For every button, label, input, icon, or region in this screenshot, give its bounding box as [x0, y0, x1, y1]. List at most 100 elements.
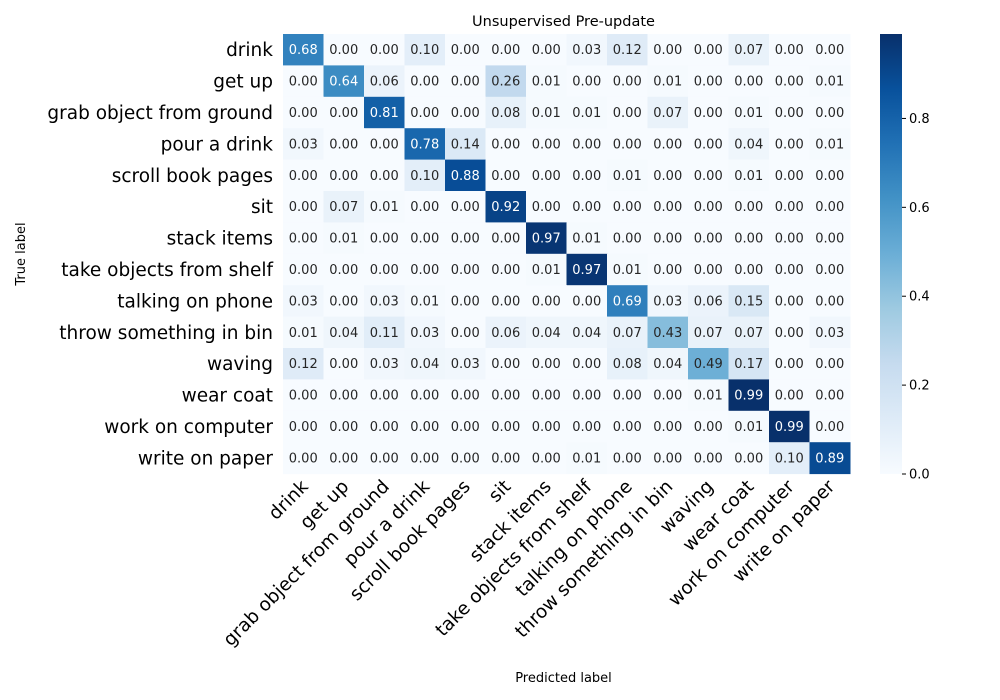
- heatmap-cell: [769, 285, 810, 318]
- cell-value-label: 0.06: [694, 294, 723, 309]
- cell-value-label: 0.00: [370, 232, 399, 247]
- cell-value-label: 0.00: [491, 294, 520, 309]
- cell-value-label: 0.00: [572, 389, 601, 404]
- cell-value-label: 0.00: [815, 169, 844, 184]
- cell-value-label: 0.00: [694, 43, 723, 58]
- cell-value-label: 0.00: [815, 294, 844, 309]
- cell-value-label: 0.00: [410, 263, 439, 278]
- cell-value-label: 0.07: [734, 43, 763, 58]
- heatmap-cell: [769, 34, 810, 66]
- heatmap-cell: [485, 316, 527, 349]
- cell-value-label: 0.01: [572, 451, 601, 466]
- cell-value-label: 0.00: [694, 263, 723, 278]
- heatmap-cell: [728, 34, 770, 66]
- heatmap-cell: [566, 348, 608, 380]
- heatmap-cell: [607, 96, 648, 129]
- heatmap-cell: [809, 285, 851, 318]
- cell-value-label: 0.01: [370, 200, 399, 215]
- heatmap-cell: [809, 253, 851, 286]
- cell-value-label: 0.00: [491, 232, 520, 247]
- cell-value-label: 0.00: [694, 451, 723, 466]
- heatmap-cell: [607, 128, 648, 161]
- cell-value-label: 0.08: [613, 357, 642, 372]
- heatmap-cell: [647, 348, 689, 380]
- heatmap-cell: [283, 65, 324, 98]
- cell-value-label: 0.01: [734, 420, 763, 435]
- cell-value-label: 0.88: [451, 169, 480, 184]
- cell-value-label: 0.00: [775, 137, 804, 152]
- cell-value-label: 0.69: [613, 294, 642, 309]
- cell-value-label: 0.01: [734, 169, 763, 184]
- heatmap-cell: [404, 65, 446, 98]
- cell-value-label: 0.00: [734, 200, 763, 215]
- cell-value-label: 0.00: [451, 294, 480, 309]
- heatmap-cell: [647, 316, 689, 349]
- heatmap-cell: [566, 159, 608, 192]
- cell-value-label: 0.00: [613, 75, 642, 90]
- cell-value-label: 0.00: [329, 169, 358, 184]
- cell-value-label: 0.00: [653, 200, 682, 215]
- heatmap-cell: [485, 348, 527, 380]
- cell-value-label: 0.00: [613, 200, 642, 215]
- row-label: write on paper: [138, 448, 274, 469]
- cell-value-label: 0.04: [532, 326, 561, 341]
- cell-value-label: 0.00: [653, 169, 682, 184]
- heatmap-cell: [323, 348, 365, 380]
- cell-value-label: 0.00: [370, 451, 399, 466]
- cell-value-label: 0.00: [653, 389, 682, 404]
- heatmap-cell: [404, 410, 446, 443]
- cell-value-label: 0.10: [410, 169, 439, 184]
- cell-value-label: 0.01: [694, 389, 723, 404]
- cell-value-label: 0.00: [329, 389, 358, 404]
- heatmap-cell: [647, 159, 689, 192]
- heatmap-cell: [364, 410, 405, 443]
- cell-value-label: 0.00: [410, 389, 439, 404]
- heatmap-cell: [364, 253, 405, 286]
- cell-value-label: 0.00: [653, 263, 682, 278]
- cell-value-label: 0.00: [613, 389, 642, 404]
- heatmap-cell: [566, 253, 608, 286]
- cell-value-label: 0.10: [410, 43, 439, 58]
- cell-value-label: 0.07: [734, 326, 763, 341]
- row-label: sit: [251, 197, 273, 218]
- heatmap-cell: [323, 65, 365, 98]
- cell-value-label: 0.00: [815, 232, 844, 247]
- cell-value-label: 0.00: [329, 106, 358, 121]
- heatmap-cell: [809, 159, 851, 192]
- heatmap-cell: [769, 253, 810, 286]
- cell-value-label: 0.01: [329, 232, 358, 247]
- cell-value-label: 0.00: [694, 232, 723, 247]
- heatmap-cell: [769, 191, 810, 223]
- cell-value-label: 0.89: [815, 451, 844, 466]
- cell-value-label: 0.00: [572, 294, 601, 309]
- cell-value-label: 0.00: [815, 263, 844, 278]
- heatmap-cell: [404, 379, 446, 412]
- cell-value-label: 0.00: [491, 263, 520, 278]
- cell-value-label: 0.00: [451, 75, 480, 90]
- cell-value-label: 0.15: [734, 294, 763, 309]
- cell-value-label: 0.00: [329, 357, 358, 372]
- heatmap-cell: [526, 348, 567, 380]
- cell-value-label: 0.00: [410, 420, 439, 435]
- heatmap-cell: [647, 285, 689, 318]
- cell-value-label: 0.00: [613, 451, 642, 466]
- heatmap-cell: [688, 442, 729, 475]
- cell-value-label: 0.00: [370, 169, 399, 184]
- cell-value-label: 0.01: [613, 169, 642, 184]
- heatmap-cell: [566, 128, 608, 161]
- heatmap-cell: [445, 285, 486, 318]
- heatmap-cell: [728, 191, 770, 223]
- cell-value-label: 0.08: [491, 106, 520, 121]
- cell-value-label: 0.00: [572, 75, 601, 90]
- heatmap-cell: [526, 159, 567, 192]
- cell-value-label: 0.00: [775, 169, 804, 184]
- cell-value-label: 0.00: [451, 263, 480, 278]
- cell-value-label: 0.00: [451, 232, 480, 247]
- cell-value-label: 0.00: [572, 420, 601, 435]
- cell-value-label: 0.00: [532, 389, 561, 404]
- cell-value-label: 0.00: [532, 43, 561, 58]
- cell-value-label: 0.00: [775, 200, 804, 215]
- cell-value-label: 0.03: [572, 43, 601, 58]
- heatmap-cell: [809, 34, 851, 66]
- cell-value-label: 0.00: [289, 106, 318, 121]
